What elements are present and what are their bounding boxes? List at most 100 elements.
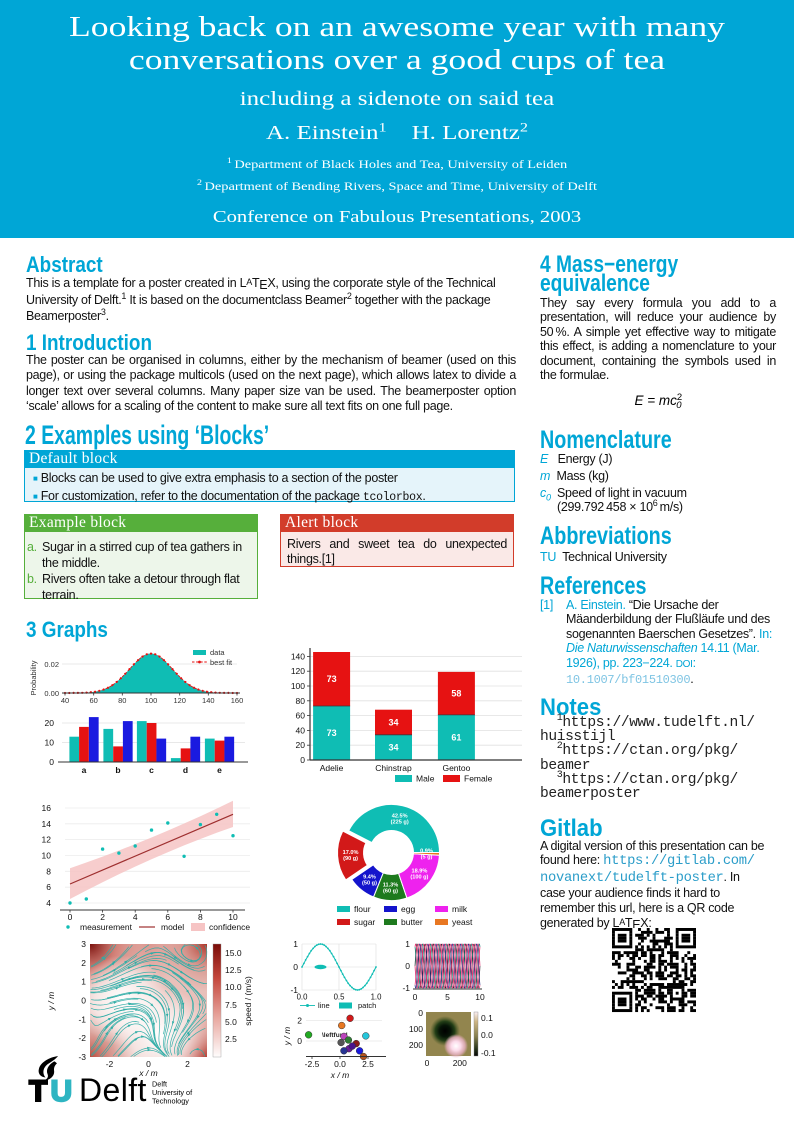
svg-text:4: 4 xyxy=(133,912,138,922)
svg-text:2: 2 xyxy=(100,912,105,922)
svg-text:y / m: y / m xyxy=(46,992,56,1011)
svg-text:patch: patch xyxy=(358,1001,376,1010)
svg-text:40: 40 xyxy=(296,725,306,735)
svg-text:0: 0 xyxy=(68,912,73,922)
svg-text:b: b xyxy=(115,765,120,775)
svg-text:34: 34 xyxy=(388,717,398,727)
svg-text:0: 0 xyxy=(49,757,54,767)
svg-text:-1: -1 xyxy=(290,985,298,995)
svg-text:Adelie: Adelie xyxy=(320,763,344,773)
svg-text:0.0: 0.0 xyxy=(481,1030,493,1040)
svg-text:20: 20 xyxy=(296,740,306,750)
svg-text:0: 0 xyxy=(293,962,298,972)
svg-text:-1: -1 xyxy=(402,983,410,993)
svg-text:-1: -1 xyxy=(78,1014,86,1024)
svg-text:20: 20 xyxy=(45,718,55,728)
svg-text:2.5: 2.5 xyxy=(225,1034,237,1044)
svg-text:(90 g): (90 g) xyxy=(343,856,358,862)
svg-text:0: 0 xyxy=(425,1058,430,1068)
svg-text:140: 140 xyxy=(202,696,215,705)
svg-text:2: 2 xyxy=(297,1015,302,1025)
svg-text:8: 8 xyxy=(46,866,51,876)
svg-text:0: 0 xyxy=(297,1036,302,1046)
svg-text:-2: -2 xyxy=(106,1059,114,1069)
svg-text:7.5: 7.5 xyxy=(225,1000,237,1010)
svg-text:120: 120 xyxy=(173,696,186,705)
svg-text:11.3%: 11.3% xyxy=(383,883,399,889)
svg-text:-0.1: -0.1 xyxy=(481,1048,496,1058)
svg-text:-2: -2 xyxy=(78,1033,86,1043)
svg-text:16: 16 xyxy=(42,803,52,813)
svg-text:speed / (m/s): speed / (m/s) xyxy=(243,976,253,1026)
svg-text:5.0: 5.0 xyxy=(225,1017,237,1027)
svg-text:0.02: 0.02 xyxy=(44,660,59,669)
svg-text:T: T xyxy=(29,1075,47,1108)
svg-text:(50 g): (50 g) xyxy=(362,881,377,887)
svg-text:(225 g): (225 g) xyxy=(391,820,409,826)
svg-text:Male: Male xyxy=(416,774,435,784)
svg-text:(100 g): (100 g) xyxy=(410,875,428,881)
svg-text:10: 10 xyxy=(45,738,55,748)
svg-text:(5 g): (5 g) xyxy=(421,855,433,861)
svg-text:Gentoo: Gentoo xyxy=(442,763,470,773)
svg-text:1: 1 xyxy=(405,939,410,949)
svg-text:confidence: confidence xyxy=(209,922,250,932)
svg-text:Female: Female xyxy=(464,774,493,784)
svg-text:best fit: best fit xyxy=(210,658,233,667)
svg-text:5: 5 xyxy=(445,992,450,1002)
svg-text:2: 2 xyxy=(81,958,86,968)
svg-text:1.0: 1.0 xyxy=(371,993,383,1002)
svg-text:4: 4 xyxy=(46,898,51,908)
svg-text:60: 60 xyxy=(90,696,98,705)
svg-text:10: 10 xyxy=(42,851,52,861)
svg-text:14: 14 xyxy=(42,819,52,829)
svg-text:1: 1 xyxy=(81,977,86,987)
svg-text:butter: butter xyxy=(401,917,423,927)
svg-text:U: U xyxy=(51,1075,73,1108)
svg-text:17.0%: 17.0% xyxy=(343,850,359,856)
svg-text:0.1: 0.1 xyxy=(481,1013,493,1023)
svg-text:6: 6 xyxy=(46,882,51,892)
svg-text:Chinstrap: Chinstrap xyxy=(375,763,412,773)
svg-text:18.9%: 18.9% xyxy=(411,869,427,875)
svg-text:0.00: 0.00 xyxy=(44,689,59,698)
svg-text:Delft: Delft xyxy=(79,1072,147,1108)
svg-text:sugar: sugar xyxy=(354,917,375,927)
svg-text:10: 10 xyxy=(475,992,485,1002)
svg-text:e: e xyxy=(217,765,222,775)
svg-text:egg: egg xyxy=(401,904,415,914)
svg-text:80: 80 xyxy=(118,696,126,705)
svg-text:100: 100 xyxy=(145,696,158,705)
svg-text:line: line xyxy=(318,1001,330,1010)
svg-text:40: 40 xyxy=(61,696,69,705)
svg-text:10: 10 xyxy=(228,912,238,922)
svg-text:100: 100 xyxy=(409,1024,423,1034)
svg-text:2.5: 2.5 xyxy=(362,1059,374,1069)
svg-text:0: 0 xyxy=(418,1008,423,1018)
svg-text:-3: -3 xyxy=(78,1052,86,1062)
svg-text:x / m: x / m xyxy=(330,1070,349,1080)
svg-text:200: 200 xyxy=(409,1040,423,1050)
svg-text:0: 0 xyxy=(81,996,86,1006)
svg-text:8: 8 xyxy=(198,912,203,922)
svg-text:9.4%: 9.4% xyxy=(363,875,376,881)
svg-text:c: c xyxy=(149,765,154,775)
svg-text:Delft: Delft xyxy=(152,1080,167,1089)
svg-text:0.0: 0.0 xyxy=(297,993,309,1002)
svg-text:yeast: yeast xyxy=(452,917,473,927)
svg-text:160: 160 xyxy=(231,696,244,705)
svg-text:34: 34 xyxy=(388,742,398,752)
svg-text:0: 0 xyxy=(405,961,410,971)
svg-text:0: 0 xyxy=(300,755,305,765)
svg-text:10.0: 10.0 xyxy=(225,982,242,992)
svg-text:0: 0 xyxy=(146,1059,151,1069)
svg-text:milk: milk xyxy=(452,904,468,914)
svg-text:-2.5: -2.5 xyxy=(305,1059,320,1069)
svg-text:0: 0 xyxy=(413,992,418,1002)
svg-text:a: a xyxy=(82,765,87,775)
svg-text:15.0: 15.0 xyxy=(225,948,242,958)
svg-text:80: 80 xyxy=(296,696,306,706)
svg-text:120: 120 xyxy=(291,666,305,676)
svg-text:Technology: Technology xyxy=(152,1097,189,1106)
svg-text:3: 3 xyxy=(81,939,86,949)
